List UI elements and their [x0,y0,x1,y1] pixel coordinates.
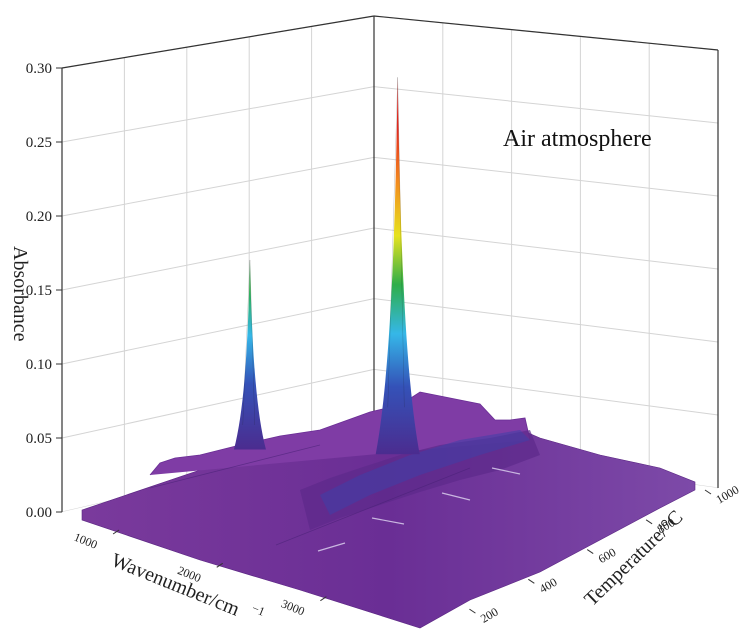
peak-co2-band [375,77,420,455]
x-tick-label: 3000 [279,596,306,618]
peaks-group [233,77,420,455]
back-wall-left [62,16,374,512]
z-tick-label: 0.30 [26,61,52,77]
x-axis-title-superscript: −1 [250,601,267,619]
x-tick-label: 1000 [72,530,99,552]
back-wall-right [374,16,718,488]
grid-line-z [61,368,375,439]
z-tick-label: 0.05 [26,431,52,447]
z-tick-label: 0.20 [26,209,52,225]
y-tick-mark [645,519,653,525]
grid-line-z [61,86,375,143]
y-tick-mark [586,549,594,554]
grid-line-z [373,227,719,270]
peak-ridge-line [242,259,255,425]
y-tick-mark [469,608,476,614]
z-tick-label: 0.15 [26,283,52,299]
peak-ridge-line [387,77,405,408]
z-tick-label: 0.00 [26,505,52,521]
y-tick-mark [528,578,535,584]
grid-line-z [61,227,375,291]
y-tick-label: 200 [478,605,501,626]
peak-co2-bend [233,259,266,450]
z-axis-ticks: 0.00 0.05 0.10 0.15 0.20 0.25 0.30 [26,61,62,521]
annotation-label: Air atmosphere [503,126,652,152]
z-axis-title: Absorbance [9,246,31,342]
x-tick-mark [112,529,120,535]
grid-line-z [373,86,719,124]
surface-floor [62,391,718,630]
x-tick-mark [216,562,224,568]
grid-line-z [373,156,719,197]
grid-line-z [373,298,719,343]
grid-line-z [61,156,375,217]
z-tick-label: 0.10 [26,357,52,373]
y-tick-label: 400 [537,575,560,596]
grid-line-z [61,298,375,365]
grid-line-z [373,368,719,416]
y-tick-mark [704,489,712,495]
z-tick-label: 0.25 [26,135,52,151]
x-tick-mark [320,596,327,602]
